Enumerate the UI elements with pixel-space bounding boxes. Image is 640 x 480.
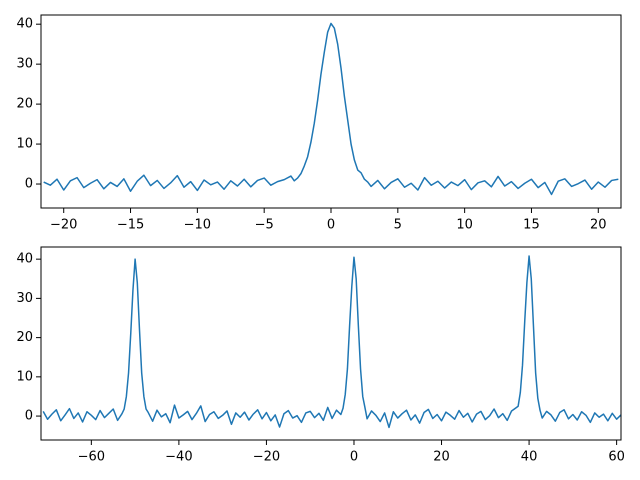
- x-tick-label: 20: [433, 450, 450, 465]
- x-tick-label: −60: [78, 450, 105, 465]
- x-tick-label: 20: [590, 218, 607, 233]
- data-line: [42, 255, 621, 429]
- subplot: −60 −40 −20 0 20 40 60 0 10 20 30 40: [16, 246, 625, 465]
- x-tick-label: 5: [394, 218, 402, 233]
- y-tick-label: 40: [16, 17, 33, 32]
- y-tick-label: 20: [16, 97, 33, 112]
- axes-frame: [40, 14, 622, 209]
- y-tick-label: 30: [16, 57, 33, 72]
- x-tick-label: −20: [253, 450, 280, 465]
- x-tick-label: −15: [117, 218, 144, 233]
- y-tick-label: 0: [25, 177, 33, 192]
- x-tick-label: 0: [327, 218, 335, 233]
- x-tick-label: −5: [255, 218, 274, 233]
- x-tick-label: −40: [165, 450, 192, 465]
- y-tick-label: 10: [16, 369, 33, 384]
- x-tick-label: 15: [523, 218, 540, 233]
- x-tick-label: 10: [456, 218, 473, 233]
- y-tick-label: 40: [16, 252, 33, 267]
- y-tick-label: 10: [16, 137, 33, 152]
- y-tick-label: 30: [16, 291, 33, 306]
- y-tick-label: 20: [16, 330, 33, 345]
- x-tick-label: 0: [350, 450, 358, 465]
- y-tick-label: 0: [25, 409, 33, 424]
- x-tick-label: 60: [608, 450, 625, 465]
- x-tick-label: 40: [521, 450, 538, 465]
- x-tick-label: −20: [50, 218, 77, 233]
- axes-frame: [40, 246, 622, 441]
- x-tick-label: −10: [184, 218, 211, 233]
- data-line: [43, 22, 619, 196]
- subplot: −20 −15 −10 −5 0 5 10 15 20 0 10 20 30 40: [16, 14, 622, 233]
